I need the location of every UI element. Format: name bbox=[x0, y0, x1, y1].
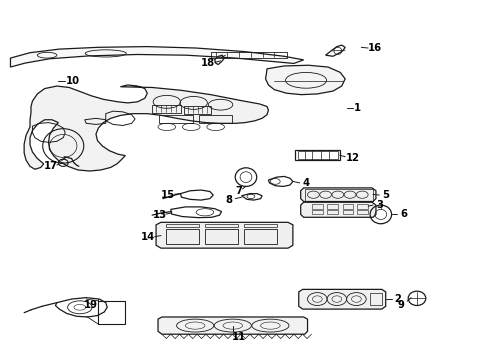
Polygon shape bbox=[301, 188, 376, 202]
Text: 10: 10 bbox=[66, 76, 80, 86]
Bar bbox=[244, 224, 277, 227]
Text: 8: 8 bbox=[226, 195, 233, 205]
Bar bbox=[205, 224, 238, 227]
Bar bbox=[327, 204, 338, 209]
Text: 12: 12 bbox=[345, 153, 360, 163]
Polygon shape bbox=[158, 317, 308, 334]
Bar bbox=[298, 151, 338, 159]
Text: 9: 9 bbox=[398, 300, 405, 310]
Bar bbox=[313, 204, 323, 209]
Bar bbox=[343, 204, 353, 209]
Text: 17: 17 bbox=[44, 161, 57, 171]
Text: 13: 13 bbox=[152, 210, 167, 220]
Polygon shape bbox=[156, 222, 293, 248]
Text: 19: 19 bbox=[84, 300, 98, 310]
Text: 1: 1 bbox=[354, 103, 361, 113]
Bar bbox=[166, 224, 199, 227]
Bar bbox=[198, 116, 232, 123]
Text: 14: 14 bbox=[141, 232, 155, 242]
Bar bbox=[357, 210, 368, 214]
Polygon shape bbox=[266, 65, 345, 95]
Text: 16: 16 bbox=[368, 43, 382, 53]
Text: 7: 7 bbox=[236, 186, 243, 197]
Bar bbox=[313, 210, 323, 214]
Text: 5: 5 bbox=[382, 190, 389, 200]
Text: 4: 4 bbox=[302, 178, 310, 188]
Bar bbox=[357, 204, 368, 209]
Bar bbox=[244, 229, 277, 244]
Text: 6: 6 bbox=[400, 210, 407, 220]
Text: 3: 3 bbox=[376, 200, 383, 210]
Bar bbox=[295, 150, 340, 160]
Bar bbox=[327, 210, 338, 214]
Polygon shape bbox=[10, 46, 304, 67]
Bar bbox=[159, 115, 193, 123]
Polygon shape bbox=[301, 202, 376, 217]
Polygon shape bbox=[24, 85, 269, 171]
Bar bbox=[205, 229, 238, 244]
Bar bbox=[211, 51, 287, 58]
Text: 18: 18 bbox=[201, 58, 216, 68]
Bar bbox=[369, 293, 382, 305]
Text: 15: 15 bbox=[161, 190, 175, 200]
Bar bbox=[305, 189, 373, 201]
Text: 2: 2 bbox=[394, 294, 401, 304]
Bar bbox=[166, 229, 199, 244]
Bar bbox=[343, 210, 353, 214]
Bar bbox=[184, 106, 211, 114]
Bar bbox=[98, 301, 125, 324]
Polygon shape bbox=[299, 289, 386, 309]
Bar bbox=[152, 105, 180, 113]
Text: 11: 11 bbox=[232, 332, 246, 342]
